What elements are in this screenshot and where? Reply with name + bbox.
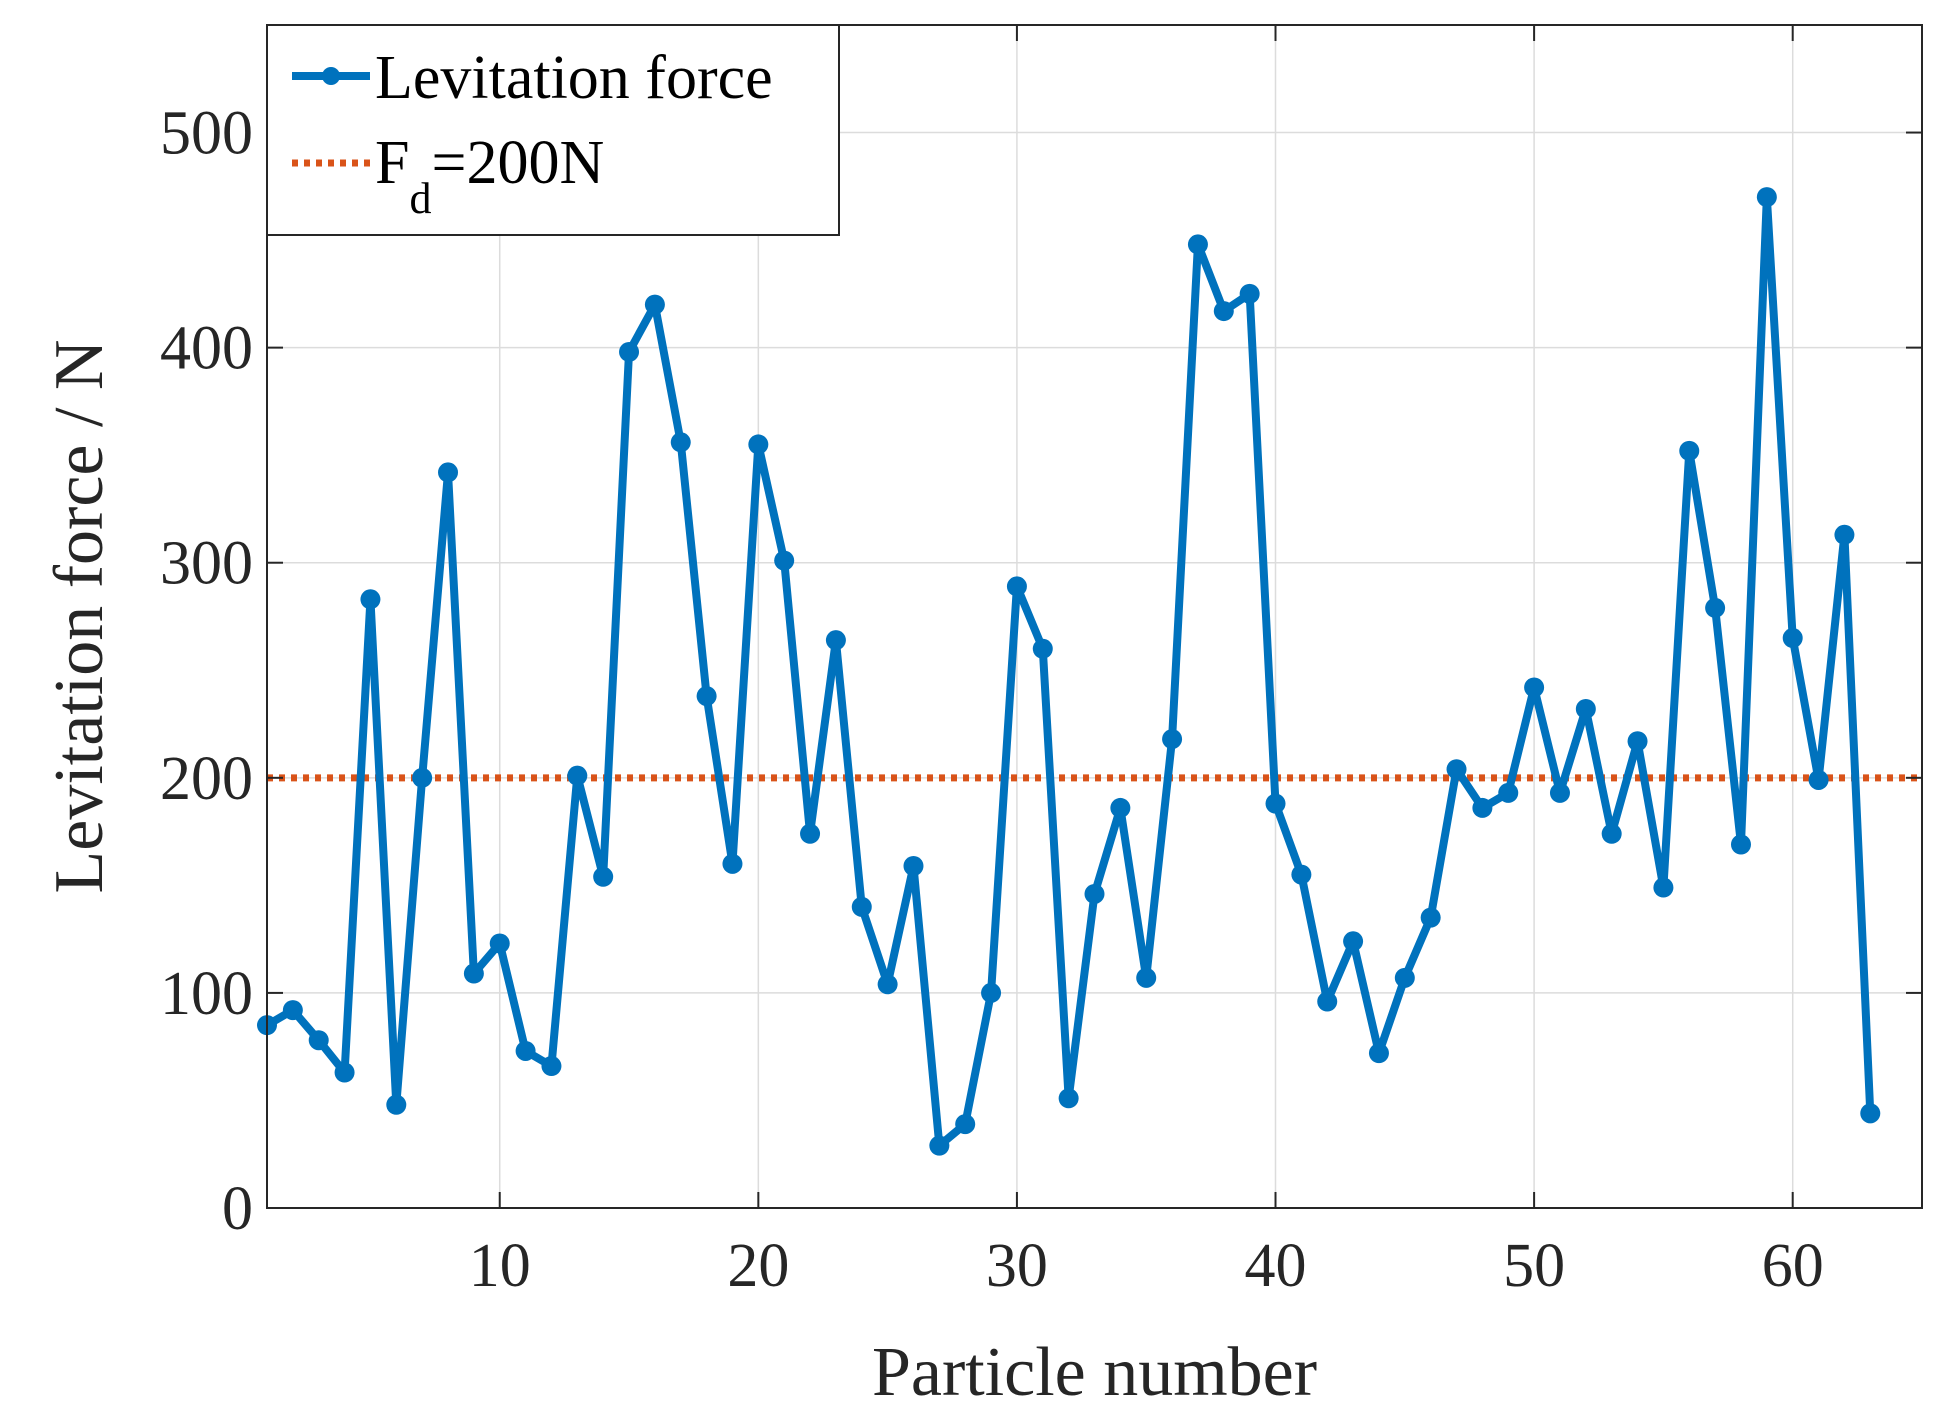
- data-point: [463, 963, 484, 984]
- y-tick-label: 400: [160, 315, 253, 383]
- data-point: [438, 462, 459, 483]
- data-point: [360, 589, 381, 610]
- data-point: [1162, 729, 1183, 750]
- legend-reference-rest: =200N: [431, 129, 604, 197]
- data-point: [1343, 931, 1364, 952]
- data-point: [981, 982, 1002, 1003]
- y-tick-label: 100: [160, 960, 253, 1028]
- data-point: [1032, 638, 1053, 659]
- legend-box: [266, 24, 840, 236]
- legend-reference-main: F: [375, 129, 409, 197]
- tick-labels: 10 20 30 40 50 60 0 100 200 300 400 500: [160, 100, 1824, 1300]
- data-point: [748, 434, 769, 455]
- data-point: [1627, 731, 1648, 752]
- data-point: [774, 550, 795, 571]
- data-point: [1187, 234, 1208, 255]
- data-point: [1834, 524, 1855, 545]
- series-line-levitation-force: [264, 193, 1875, 1150]
- x-tick-label: 30: [986, 1232, 1048, 1300]
- data-point: [1213, 301, 1234, 322]
- data-point: [1730, 834, 1751, 855]
- x-tick-label: 60: [1762, 1232, 1824, 1300]
- data-point: [722, 853, 743, 874]
- data-point: [851, 896, 872, 917]
- data-point: [929, 1135, 950, 1156]
- data-point: [644, 294, 665, 315]
- y-axis-label: Levitation force / N: [41, 340, 118, 894]
- data-point: [955, 1114, 976, 1135]
- y-tick-label: 300: [160, 530, 253, 598]
- data-point: [1498, 782, 1519, 803]
- data-point: [696, 686, 717, 707]
- legend-series-marker: [322, 67, 340, 85]
- data-point: [282, 1000, 303, 1021]
- data-point: [1058, 1088, 1079, 1109]
- data-point: [1472, 797, 1493, 818]
- data-point: [903, 856, 924, 877]
- data-point: [1291, 864, 1312, 885]
- data-point: [593, 866, 614, 887]
- data-point: [1860, 1103, 1881, 1124]
- legend-series-label: Levitation force: [375, 44, 773, 112]
- data-point: [1808, 769, 1829, 790]
- data-point: [1653, 877, 1674, 898]
- data-point: [1524, 677, 1545, 698]
- data-point: [489, 933, 510, 954]
- data-point: [515, 1040, 536, 1061]
- legend-reference-subscript: d: [409, 174, 431, 223]
- data-point: [1782, 628, 1803, 649]
- x-axis-label: Particle number: [872, 1334, 1317, 1411]
- data-point: [877, 974, 898, 995]
- data-point: [1420, 907, 1441, 928]
- y-tick-label: 0: [222, 1175, 253, 1243]
- legend: Levitation force Fd=200N: [266, 24, 840, 236]
- data-point: [1110, 797, 1131, 818]
- data-point: [1006, 576, 1027, 597]
- data-point: [1756, 187, 1777, 208]
- series-layer: [257, 187, 1881, 1156]
- data-point: [1705, 597, 1726, 618]
- data-point: [1549, 782, 1570, 803]
- plot-frame: [266, 24, 1923, 1209]
- data-point: [825, 630, 846, 651]
- data-point: [567, 765, 588, 786]
- data-point: [1575, 698, 1596, 719]
- data-point: [1265, 793, 1286, 814]
- data-point: [1317, 991, 1338, 1012]
- data-point: [1368, 1043, 1389, 1064]
- data-point: [1394, 967, 1415, 988]
- x-tick-label: 20: [727, 1232, 789, 1300]
- data-point: [412, 767, 433, 788]
- x-tick-label: 40: [1245, 1232, 1307, 1300]
- y-tick-label: 500: [160, 100, 253, 168]
- data-point: [308, 1030, 329, 1051]
- data-point: [1239, 283, 1260, 304]
- data-point: [619, 341, 640, 362]
- data-point: [386, 1094, 407, 1115]
- data-point: [1446, 759, 1467, 780]
- data-point: [1084, 883, 1105, 904]
- data-point: [1601, 823, 1622, 844]
- data-point: [670, 432, 691, 453]
- data-point: [1679, 440, 1700, 461]
- x-tick-label: 50: [1503, 1232, 1565, 1300]
- data-point: [334, 1062, 355, 1083]
- y-tick-label: 200: [160, 745, 253, 813]
- x-tick-label: 10: [469, 1232, 531, 1300]
- data-point: [800, 823, 821, 844]
- legend-reference-label: Fd=200N: [375, 129, 604, 223]
- data-point: [1136, 967, 1157, 988]
- data-point: [541, 1056, 562, 1077]
